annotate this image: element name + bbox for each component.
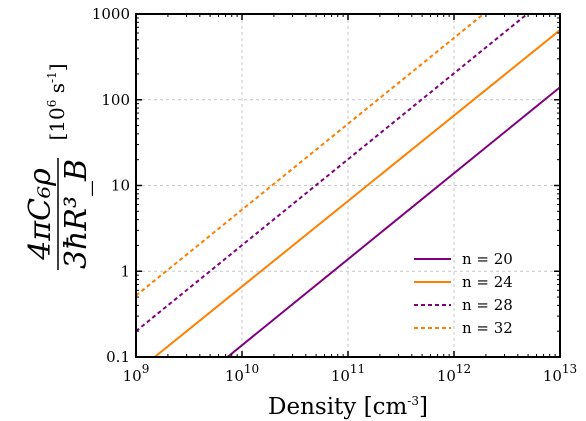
y-tick-label: 10: [111, 177, 130, 195]
x-tick-labels: 109 1010 1011 1012 1013: [123, 362, 578, 385]
series-lines: [136, 14, 560, 357]
axis-ticks: [135, 13, 561, 358]
legend-label-n20: n = 20: [462, 250, 513, 268]
x-tick-label: 109: [123, 362, 150, 385]
x-tick-label: 1013: [543, 362, 577, 385]
y-label-denominator: 3ħR³_B: [59, 159, 94, 269]
grid-lines: [136, 14, 560, 357]
y-tick-labels: 0.1 1 10 100 1000: [92, 5, 130, 366]
y-tick-label: 0.1: [106, 348, 130, 366]
legend: n = 20 n = 24 n = 28 n = 32: [414, 250, 513, 337]
y-label-numerator: 4πC₆ρ: [23, 168, 58, 261]
series-line-n32: [136, 14, 485, 297]
y-tick-label: 1000: [92, 5, 130, 23]
y-axis-label: 4πC₆ρ 3ħR³_B [106 s-1]: [23, 63, 94, 270]
legend-label-n24: n = 24: [462, 273, 513, 291]
x-tick-label: 1011: [331, 362, 365, 385]
series-line-n24: [154, 29, 560, 357]
x-axis-label: Density [cm-3]: [268, 394, 428, 420]
legend-label-n32: n = 32: [462, 319, 513, 337]
y-tick-label: 1: [120, 262, 130, 280]
x-tick-label: 1012: [437, 362, 471, 385]
y-label-unit: [106 s-1]: [45, 63, 69, 140]
series-line-n20: [226, 86, 560, 357]
x-tick-label: 1010: [225, 362, 259, 385]
legend-label-n28: n = 28: [462, 296, 513, 314]
y-tick-label: 100: [101, 91, 130, 109]
